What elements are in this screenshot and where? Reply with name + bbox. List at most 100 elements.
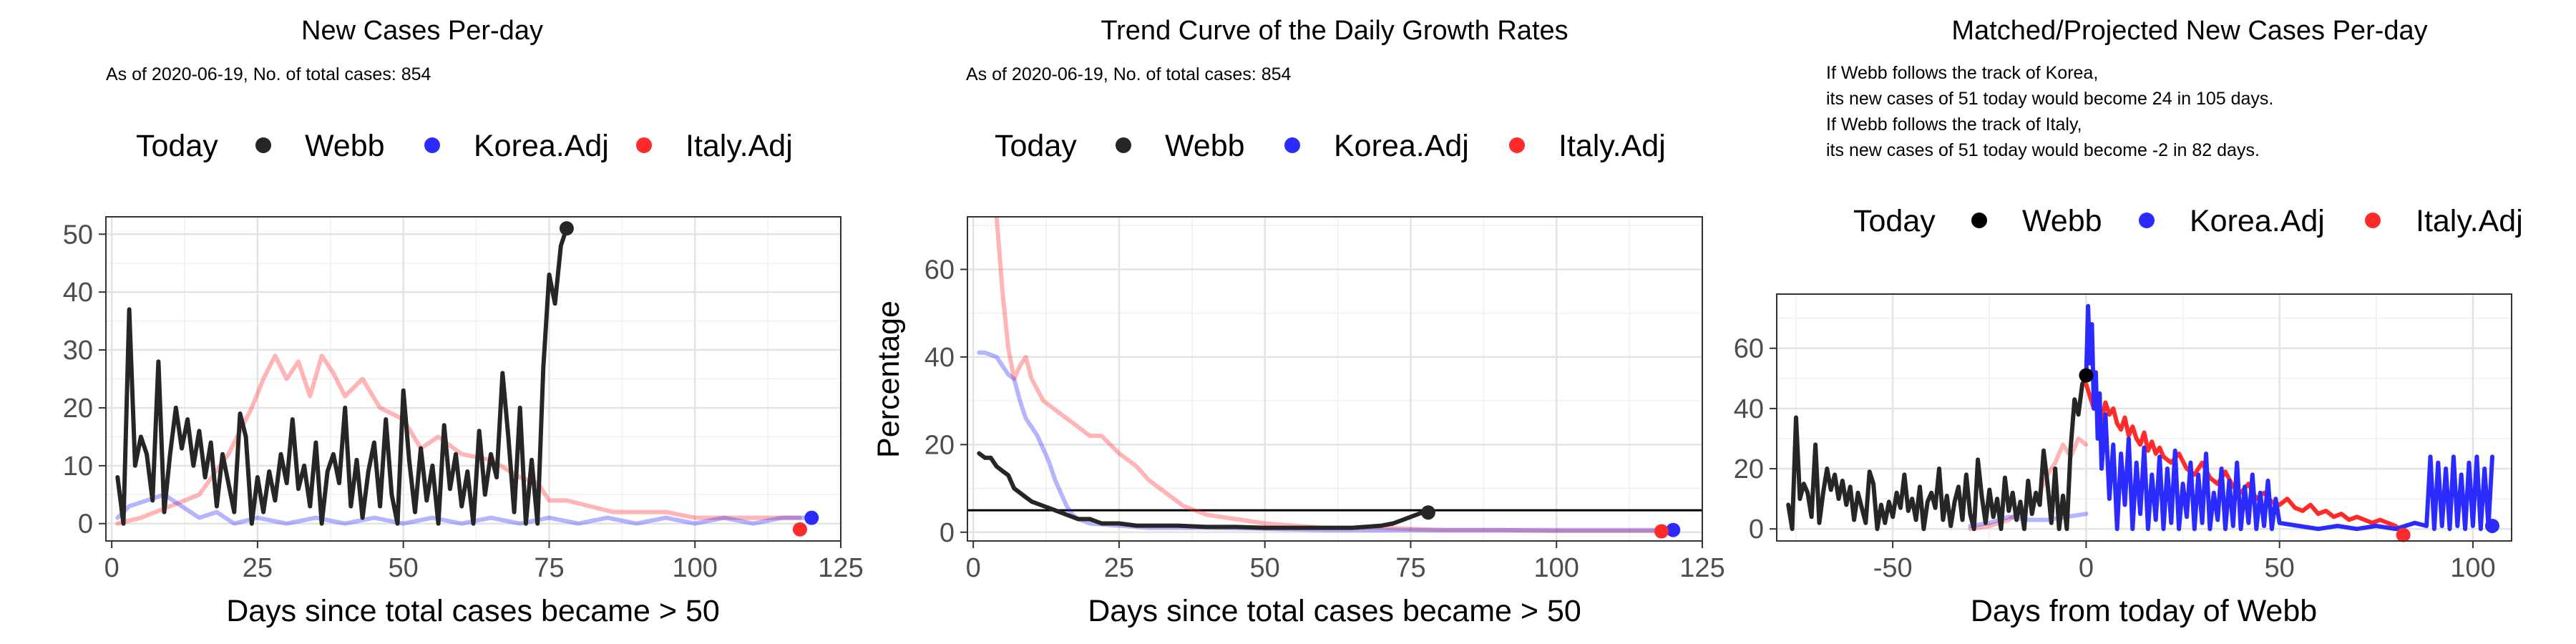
x-axis-title: Days since total cases became > 50 [1088, 594, 1581, 628]
today-point-webb [559, 221, 574, 236]
x-tick-label: 125 [818, 553, 863, 583]
plot-area [106, 217, 842, 541]
today-point-korea-adj [804, 510, 819, 525]
series-group [1786, 303, 2494, 537]
y-tick-label: 0 [78, 509, 93, 540]
panel-subtitle-line: its new cases of 51 today would become -… [1826, 140, 2260, 160]
y-tick-label: 20 [63, 394, 93, 424]
x-axis-title: Days from today of Webb [1971, 594, 2317, 628]
series-line-italy-adj [115, 353, 802, 526]
legend-label-webb: Webb [1165, 129, 1245, 163]
y-axis-title: Percentage [872, 301, 906, 458]
today-point-italy-adj [792, 522, 807, 537]
y-tick-label: 40 [1734, 394, 1764, 424]
y-tick-label: 40 [924, 343, 955, 373]
x-tick-label: 100 [673, 553, 718, 583]
series-line-webb [1786, 373, 2089, 532]
legend-marker-italy [1509, 137, 1525, 153]
x-tick-label: 100 [1534, 553, 1579, 583]
legend-label-korea: Korea.Adj [1334, 129, 1469, 163]
legend: Today Webb Korea.Adj Italy.Adj [136, 129, 793, 163]
axis-ticks: -50 0 50 100 0 20 40 60 [1734, 334, 2496, 583]
x-axis-title: Days since total cases became > 50 [226, 594, 720, 628]
panel-growth-rates: Trend Curve of the Daily Growth Rates As… [872, 16, 1725, 628]
series-line-korea-adj [977, 350, 1676, 532]
panel-projected-cases: Matched/Projected New Cases Per-day If W… [1734, 16, 2523, 628]
x-tick-label: 0 [104, 553, 119, 583]
legend-marker-webb [1116, 137, 1131, 153]
y-tick-label: 0 [940, 518, 955, 548]
plot-border [1776, 293, 2512, 542]
legend-marker-webb [1971, 213, 1987, 228]
plot-border [105, 216, 841, 542]
panel-title: Matched/Projected New Cases Per-day [1951, 16, 2427, 46]
today-point-italy-adj [1654, 524, 1669, 539]
series-line-webb [115, 226, 569, 526]
series-line-webb [977, 451, 1430, 530]
today-point-korea-adj [1666, 522, 1681, 537]
plot-border [967, 216, 1703, 542]
legend-marker-webb [255, 137, 271, 153]
series-line-italy-adj [994, 217, 1664, 533]
x-tick-label: 0 [966, 553, 981, 583]
legend-label-webb: Webb [2022, 204, 2102, 238]
legend-label-italy: Italy.Adj [686, 129, 793, 163]
x-tick-label: 100 [2450, 553, 2495, 583]
series-group [977, 217, 1676, 533]
panel-subtitle-line: its new cases of 51 today would become 2… [1826, 89, 2273, 109]
y-tick-label: 60 [924, 255, 955, 285]
legend-title: Today [1853, 204, 1936, 238]
x-tick-label: 0 [2079, 553, 2094, 583]
x-tick-label: 25 [1104, 553, 1134, 583]
today-point-korea-adj [2484, 518, 2499, 533]
legend-marker-korea [424, 137, 440, 153]
legend-label-webb: Webb [305, 129, 385, 163]
y-tick-label: 60 [1734, 334, 1764, 364]
panel-new-cases: New Cases Per-day As of 2020-06-19, No. … [63, 16, 864, 628]
x-tick-label: 75 [534, 553, 564, 583]
axis-ticks: 0 25 50 75 100 125 0 20 40 60 [924, 255, 1725, 583]
x-tick-label: 50 [1250, 553, 1280, 583]
legend-title: Today [136, 129, 218, 163]
legend-label-korea: Korea.Adj [474, 129, 609, 163]
legend-marker-italy [2365, 213, 2381, 228]
x-tick-label: 75 [1395, 553, 1425, 583]
y-tick-label: 50 [63, 220, 93, 250]
today-point-italy-adj [2396, 527, 2411, 542]
x-tick-label: 50 [2265, 553, 2295, 583]
legend-marker-korea [1284, 137, 1300, 153]
legend-label-italy: Italy.Adj [2416, 204, 2523, 238]
legend: Today Webb Korea.Adj Italy.Adj [995, 129, 1666, 163]
panel-subtitle-line: If Webb follows the track of Italy, [1826, 114, 2082, 135]
x-tick-label: 50 [389, 553, 419, 583]
panel-title: New Cases Per-day [301, 16, 543, 46]
y-tick-label: 30 [63, 336, 93, 366]
legend-marker-italy [636, 137, 652, 153]
legend-label-korea: Korea.Adj [2190, 204, 2325, 238]
legend-title: Today [995, 129, 1077, 163]
legend-marker-korea [2139, 213, 2155, 228]
series-line-korea-adj [115, 492, 814, 526]
y-tick-label: 10 [63, 452, 93, 482]
plot-area [1777, 294, 2512, 542]
panel-subtitle: As of 2020-06-19, No. of total cases: 85… [966, 64, 1292, 84]
today-point-webb [1420, 505, 1435, 520]
panel-subtitle: As of 2020-06-19, No. of total cases: 85… [106, 64, 431, 84]
y-tick-label: 20 [924, 430, 955, 460]
axis-ticks: 0 25 50 75 100 125 0 10 20 30 40 50 [63, 220, 864, 583]
x-tick-label: 125 [1679, 553, 1724, 583]
y-tick-label: 40 [63, 278, 93, 308]
panel-subtitle-line: If Webb follows the track of Korea, [1826, 63, 2098, 83]
x-tick-label: 25 [243, 553, 273, 583]
legend: Today Webb Korea.Adj Italy.Adj [1853, 204, 2523, 238]
series-line-korea-adj [2084, 303, 2494, 532]
series-group [115, 226, 814, 526]
x-tick-label: -50 [1873, 553, 1913, 583]
y-tick-label: 20 [1734, 454, 1764, 484]
y-tick-label: 0 [1749, 514, 1764, 545]
legend-label-italy: Italy.Adj [1558, 129, 1666, 163]
today-point-webb [2079, 368, 2094, 383]
panel-title: Trend Curve of the Daily Growth Rates [1101, 16, 1568, 46]
